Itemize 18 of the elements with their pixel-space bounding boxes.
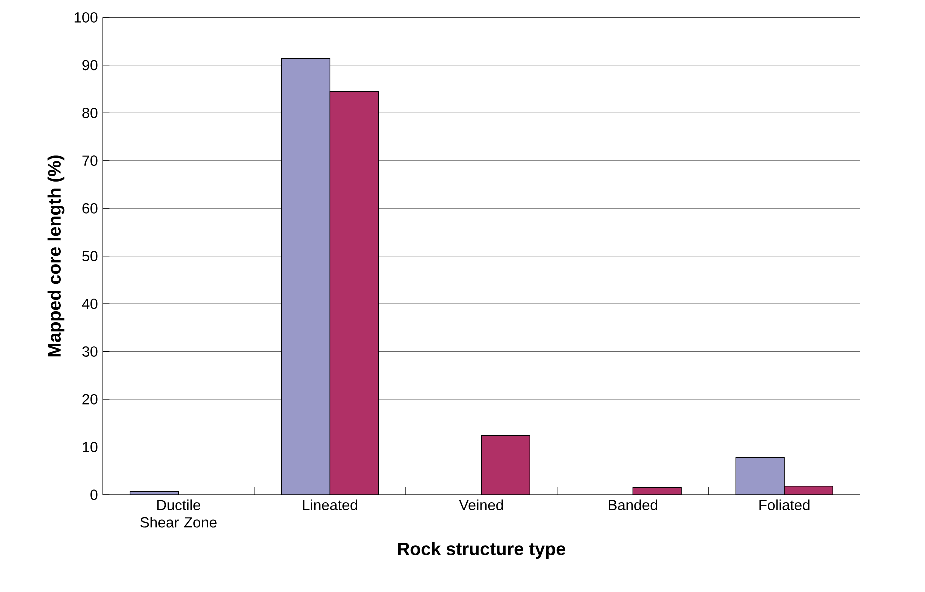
y-tick-label: 30 [82,346,98,357]
y-tick-label: 10 [83,442,98,452]
x-tick-label: Veined [459,500,504,510]
x-tick-label: Ductile Shear Zone [140,500,217,528]
y-tick-label: 50 [82,251,98,262]
y-tick-label: 40 [82,298,98,310]
y-tick-label: 100 [74,12,98,23]
y-tick-label: 70 [82,156,98,166]
y-axis-title: Mapped core length (%) [48,156,65,357]
x-axis-title: Rock structure type [398,542,566,560]
x-tick-label: Foliated [760,500,810,510]
y-tick-label: 20 [82,394,98,405]
y-tick-label: 80 [82,108,98,118]
y-tick-label: 0 [90,490,98,500]
x-tick-label: Banded [609,500,658,510]
y-tick-label: 90 [82,60,98,71]
x-tick-label: Lineated [303,500,358,510]
y-tick-label: 60 [82,203,98,214]
